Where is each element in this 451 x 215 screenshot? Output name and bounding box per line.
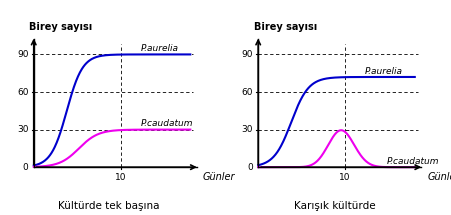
Text: P.caudatum: P.caudatum xyxy=(386,157,438,166)
Text: 0: 0 xyxy=(247,163,253,172)
Text: Günler: Günler xyxy=(202,172,235,181)
Text: 10: 10 xyxy=(115,174,126,183)
Text: Birey sayısı: Birey sayısı xyxy=(253,22,317,32)
Text: Karışık kültürde: Karışık kültürde xyxy=(293,201,374,211)
Text: P.aurelia: P.aurelia xyxy=(364,67,402,76)
Text: 30: 30 xyxy=(241,125,253,134)
Text: 90: 90 xyxy=(17,50,28,59)
Text: Kültürde tek başına: Kültürde tek başına xyxy=(58,201,159,211)
Text: 60: 60 xyxy=(241,88,253,97)
Text: P.caudatum: P.caudatum xyxy=(140,119,193,128)
Text: Günler: Günler xyxy=(426,172,451,181)
Text: 10: 10 xyxy=(339,174,350,183)
Text: P.aurelia: P.aurelia xyxy=(140,44,178,53)
Text: 90: 90 xyxy=(241,50,253,59)
Text: 30: 30 xyxy=(17,125,28,134)
Text: 0: 0 xyxy=(23,163,28,172)
Text: 60: 60 xyxy=(17,88,28,97)
Text: Birey sayısı: Birey sayısı xyxy=(29,22,92,32)
